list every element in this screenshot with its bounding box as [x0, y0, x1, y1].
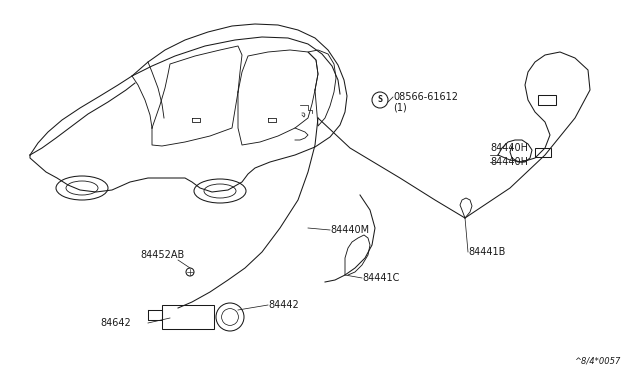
- Text: S: S: [378, 96, 383, 105]
- Text: 84452AB: 84452AB: [140, 250, 184, 260]
- Text: 84441B: 84441B: [468, 247, 506, 257]
- Text: (1): (1): [393, 103, 407, 113]
- Bar: [535, 148, 551, 157]
- Text: 84442: 84442: [268, 300, 299, 310]
- Text: 08566-61612: 08566-61612: [393, 92, 458, 102]
- Text: 84642: 84642: [100, 318, 131, 328]
- Text: 84440H: 84440H: [490, 157, 528, 167]
- Text: ^8/4*0057: ^8/4*0057: [573, 356, 620, 365]
- Text: 84441C: 84441C: [362, 273, 399, 283]
- Text: 84440H: 84440H: [490, 143, 528, 153]
- Bar: [162, 305, 214, 329]
- Bar: [538, 95, 556, 105]
- Text: 84440M: 84440M: [330, 225, 369, 235]
